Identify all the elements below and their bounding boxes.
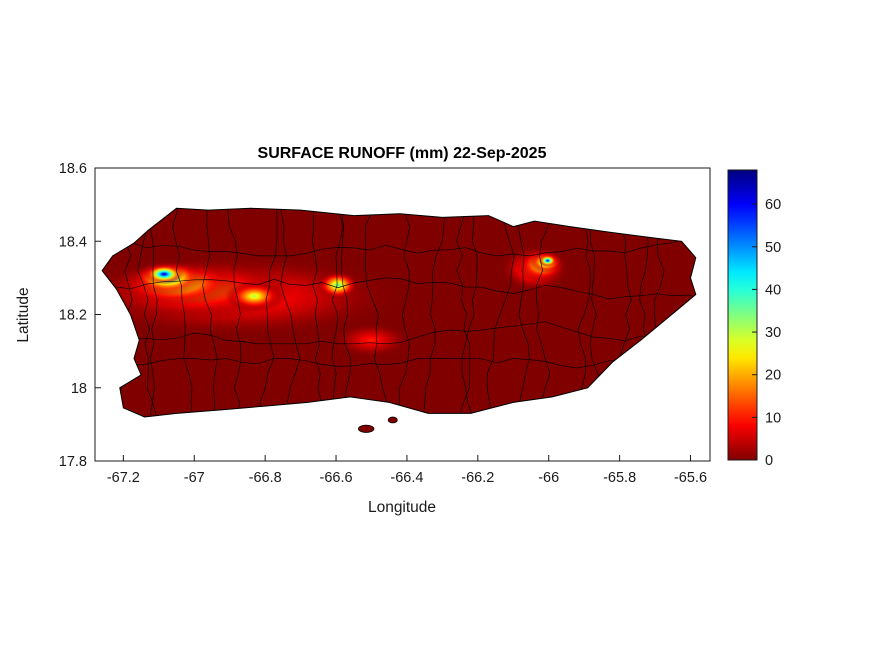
x-tick-label: -65.8 — [603, 470, 636, 486]
runoff-hotspots — [102, 243, 572, 359]
coastline — [101, 207, 697, 418]
hotspot-blob — [143, 263, 185, 285]
y-tick-label: 18.2 — [59, 308, 87, 324]
x-tick-label: -67.2 — [107, 470, 140, 486]
hotspot-blob — [538, 254, 558, 268]
runoff-map — [101, 207, 697, 433]
axes: -67.2 -67 -66.8 -66.6 -66.4 -66.2 -66 -65.8 -65.… — [59, 161, 711, 486]
islet — [357, 424, 375, 433]
colorbar-tick-label: 60 — [765, 197, 781, 213]
y-tick-label: 18 — [71, 381, 87, 397]
colorbar: 0 10 20 30 40 50 60 — [727, 169, 781, 469]
colorbar-tick-label: 10 — [765, 410, 781, 426]
y-tick-label: 18.4 — [59, 234, 87, 250]
x-tick-label: -66.4 — [390, 470, 423, 486]
colorbar-tick-label: 40 — [765, 282, 781, 298]
islet — [387, 416, 398, 424]
x-axis-label: Longitude — [368, 499, 436, 516]
chart-title: SURFACE RUNOFF (mm) 22-Sep-2025 — [258, 145, 547, 162]
x-tick-label: -65.6 — [674, 470, 707, 486]
colorbar-gradient — [728, 170, 757, 460]
hotspot-blob — [315, 270, 360, 300]
colorbar-border — [727, 169, 758, 461]
x-tick-label: -66.2 — [461, 470, 494, 486]
colorbar-tick-label: 50 — [765, 240, 781, 256]
x-tick-label: -66.6 — [320, 470, 353, 486]
x-tick-label: -66 — [538, 470, 559, 486]
hotspot-blob — [330, 321, 413, 359]
x-tick-label: -67 — [184, 470, 205, 486]
colorbar-tick-label: 0 — [765, 453, 773, 469]
x-tick-label: -66.8 — [249, 470, 282, 486]
hotspot-blob — [224, 280, 285, 312]
y-tick-label: 17.8 — [59, 454, 87, 470]
y-tick-label: 18.6 — [59, 161, 87, 177]
colorbar-tick-label: 30 — [765, 325, 781, 341]
y-axis-label: Latitude — [15, 287, 32, 342]
colorbar-tick-label: 20 — [765, 368, 781, 384]
